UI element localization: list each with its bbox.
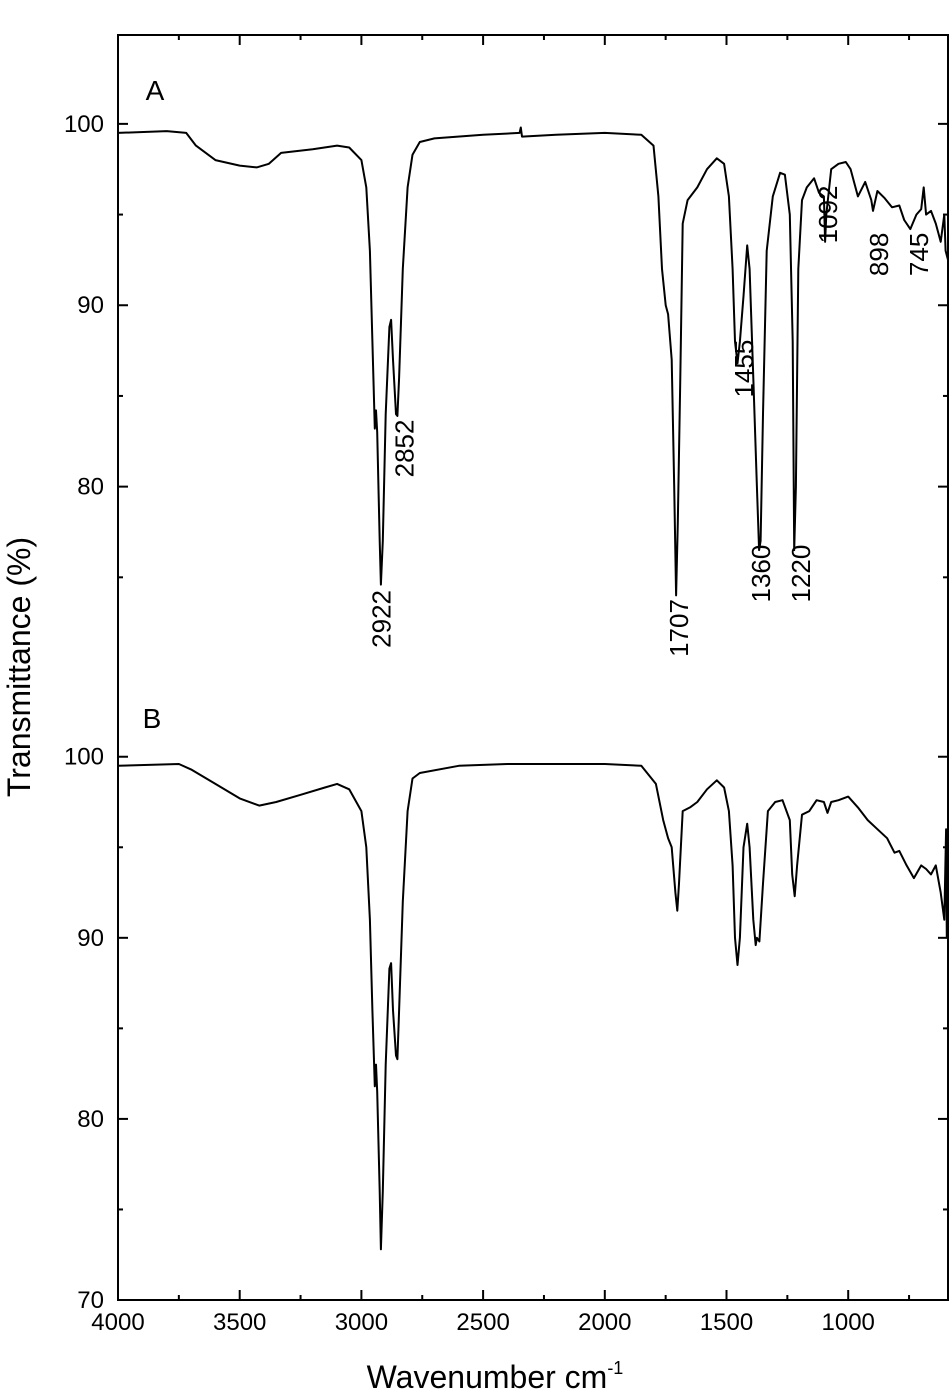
y-axis-label: Transmittance (%)	[1, 537, 37, 797]
panel-label: B	[143, 703, 162, 734]
y-tick-label: 90	[77, 925, 104, 952]
x-tick-label: 4000	[91, 1309, 144, 1336]
x-tick-label: 2000	[578, 1309, 631, 1336]
peak-label: 1707	[664, 599, 694, 657]
peak-label: 745	[904, 233, 934, 276]
peak-label: 1455	[729, 340, 759, 398]
spectrum-line	[117, 126, 949, 597]
panel-label: A	[146, 75, 165, 106]
y-tick-label: 80	[77, 1106, 104, 1133]
x-axis-label: Wavenumber cm-1	[367, 1358, 624, 1395]
peak-label: 1220	[786, 545, 816, 603]
x-tick-label: 3000	[335, 1309, 388, 1336]
peak-label: 1360	[746, 545, 776, 603]
plot-frame	[117, 34, 949, 1301]
x-axis-label-sup: -1	[607, 1358, 623, 1378]
y-tick-label: 90	[77, 292, 104, 319]
y-tick-label: 100	[64, 111, 104, 138]
x-tick-label: 1500	[700, 1309, 753, 1336]
x-tick-label: 1000	[822, 1309, 875, 1336]
peak-label: 898	[864, 233, 894, 276]
peak-label: 2922	[367, 590, 397, 648]
y-tick-label: 100	[64, 744, 104, 771]
x-tick-label: 2500	[456, 1309, 509, 1336]
y-tick-label: 80	[77, 474, 104, 501]
peak-label: 1092	[813, 186, 843, 244]
peak-label: 2852	[389, 420, 419, 478]
spectrum-line	[117, 763, 949, 1251]
x-axis-label-main: Wavenumber cm	[367, 1359, 608, 1395]
y-tick-label: 70	[77, 1287, 104, 1314]
x-tick-label: 3500	[213, 1309, 266, 1336]
